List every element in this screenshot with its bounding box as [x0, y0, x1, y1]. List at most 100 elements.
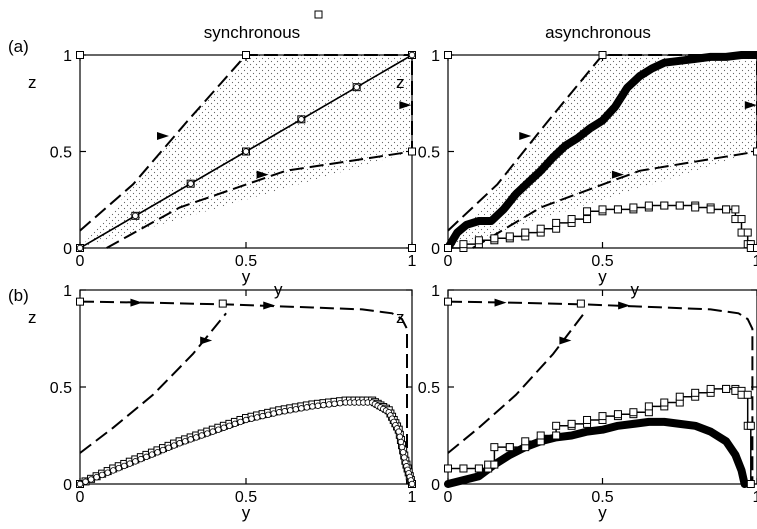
circle-marker: [220, 424, 228, 431]
x-tick-label: 1: [408, 253, 417, 270]
square-marker: [691, 203, 700, 212]
circle-marker: [264, 411, 272, 419]
dashed-trajectory: [447, 54, 757, 232]
y-tick-label: 0.5: [418, 380, 440, 397]
circle-marker: [320, 401, 327, 409]
y-tick-label: 0: [431, 477, 440, 494]
circle-marker: [248, 415, 255, 422]
y-tick-label: 1: [63, 48, 72, 65]
isolated-square-marker: [576, 299, 585, 308]
circle-marker: [353, 83, 360, 91]
circle-marker: [398, 443, 406, 451]
circle-marker: [192, 434, 200, 441]
circle-marker: [187, 436, 194, 443]
arrow-head: [256, 170, 269, 179]
arrow-head: [494, 298, 507, 307]
square-marker: [722, 384, 731, 393]
square-marker: [521, 437, 530, 446]
square-marker: [706, 205, 715, 214]
square-marker: [444, 244, 452, 252]
x-tick-label: 0.5: [235, 489, 257, 506]
x-tick-label: 1: [753, 253, 757, 270]
y-tick-label: 1: [431, 283, 440, 300]
circle-marker: [395, 428, 402, 435]
dashed-trajectory: [472, 55, 757, 249]
y-tick-label: 0: [431, 241, 440, 258]
square-marker: [505, 443, 514, 452]
y-tick-label: 0: [63, 477, 72, 494]
y-tick-label: 0: [63, 241, 72, 258]
circle-marker: [309, 403, 316, 410]
circle-marker: [276, 409, 283, 416]
dashed-trajectory: [79, 300, 408, 484]
square-marker: [474, 464, 483, 473]
x-tick-label: 0: [76, 253, 85, 270]
circle-marker: [270, 410, 277, 417]
square-marker: [459, 240, 468, 249]
square-marker: [552, 421, 561, 430]
arrow-head: [519, 132, 532, 141]
arrow-head: [744, 101, 757, 110]
arrow-head: [559, 336, 572, 345]
circle-marker: [76, 480, 84, 488]
circle-marker: [132, 212, 139, 220]
circle-marker: [242, 148, 250, 155]
square-marker: [459, 464, 468, 473]
circle-marker: [298, 116, 305, 123]
shaded-region: [448, 55, 757, 248]
x-axis-label: y: [598, 267, 607, 286]
circle-marker: [93, 474, 100, 481]
square-marker: [731, 205, 740, 214]
circle-marker: [204, 430, 211, 437]
circle-marker: [408, 51, 416, 59]
circle-marker: [115, 464, 122, 472]
legend-square-marker: [314, 10, 323, 19]
isolated-square-marker: [408, 244, 416, 252]
circle-marker: [187, 180, 194, 187]
title-asynchronous: asynchronous: [545, 23, 651, 42]
arrow-head: [200, 336, 213, 345]
circle-marker: [292, 406, 299, 413]
circle-marker: [148, 451, 156, 458]
circle-marker: [170, 442, 178, 449]
square-marker: [691, 388, 700, 397]
panel-b-synchronous: 00 0.5 0.5 1 1 z y: [28, 283, 417, 522]
circle-marker: [98, 471, 106, 479]
dashed-trajectory: [79, 54, 412, 232]
square-marker: [613, 410, 622, 419]
corner-square-marker: [242, 51, 250, 59]
circle-marker: [181, 438, 189, 445]
circle-marker: [259, 412, 266, 420]
square-marker: [536, 431, 545, 440]
x-tick-label: 1: [408, 489, 417, 506]
dashed-trajectory: [447, 300, 754, 484]
circle-marker: [237, 418, 244, 426]
isolated-square-marker: [444, 297, 452, 306]
circle-marker: [159, 446, 167, 454]
square-marker: [490, 443, 499, 452]
circle-marker: [109, 467, 117, 474]
circle-marker: [325, 401, 333, 408]
square-marker: [521, 228, 530, 237]
circle-marker: [82, 478, 89, 485]
circle-marker: [132, 458, 139, 465]
square-marker: [675, 392, 684, 401]
square-marker: [746, 421, 755, 430]
square-marker: [552, 218, 561, 227]
square-marker: [444, 464, 452, 473]
square-marker: [613, 205, 622, 214]
y-tick-label: 0.5: [418, 145, 440, 162]
square-marker: [567, 215, 576, 224]
square-marker: [737, 215, 746, 224]
title-synchronous: synchronous: [204, 23, 300, 42]
circle-marker: [242, 416, 250, 424]
circle-marker: [126, 460, 133, 467]
square-marker: [552, 431, 561, 440]
square-marker: [490, 460, 499, 469]
circle-marker: [76, 244, 84, 252]
isolated-square-marker: [444, 51, 452, 59]
arrow-head: [157, 132, 169, 141]
circle-marker: [401, 454, 408, 461]
y-axis-label: z: [28, 73, 37, 92]
